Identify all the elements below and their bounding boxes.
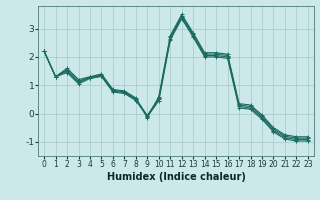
X-axis label: Humidex (Indice chaleur): Humidex (Indice chaleur) — [107, 172, 245, 182]
